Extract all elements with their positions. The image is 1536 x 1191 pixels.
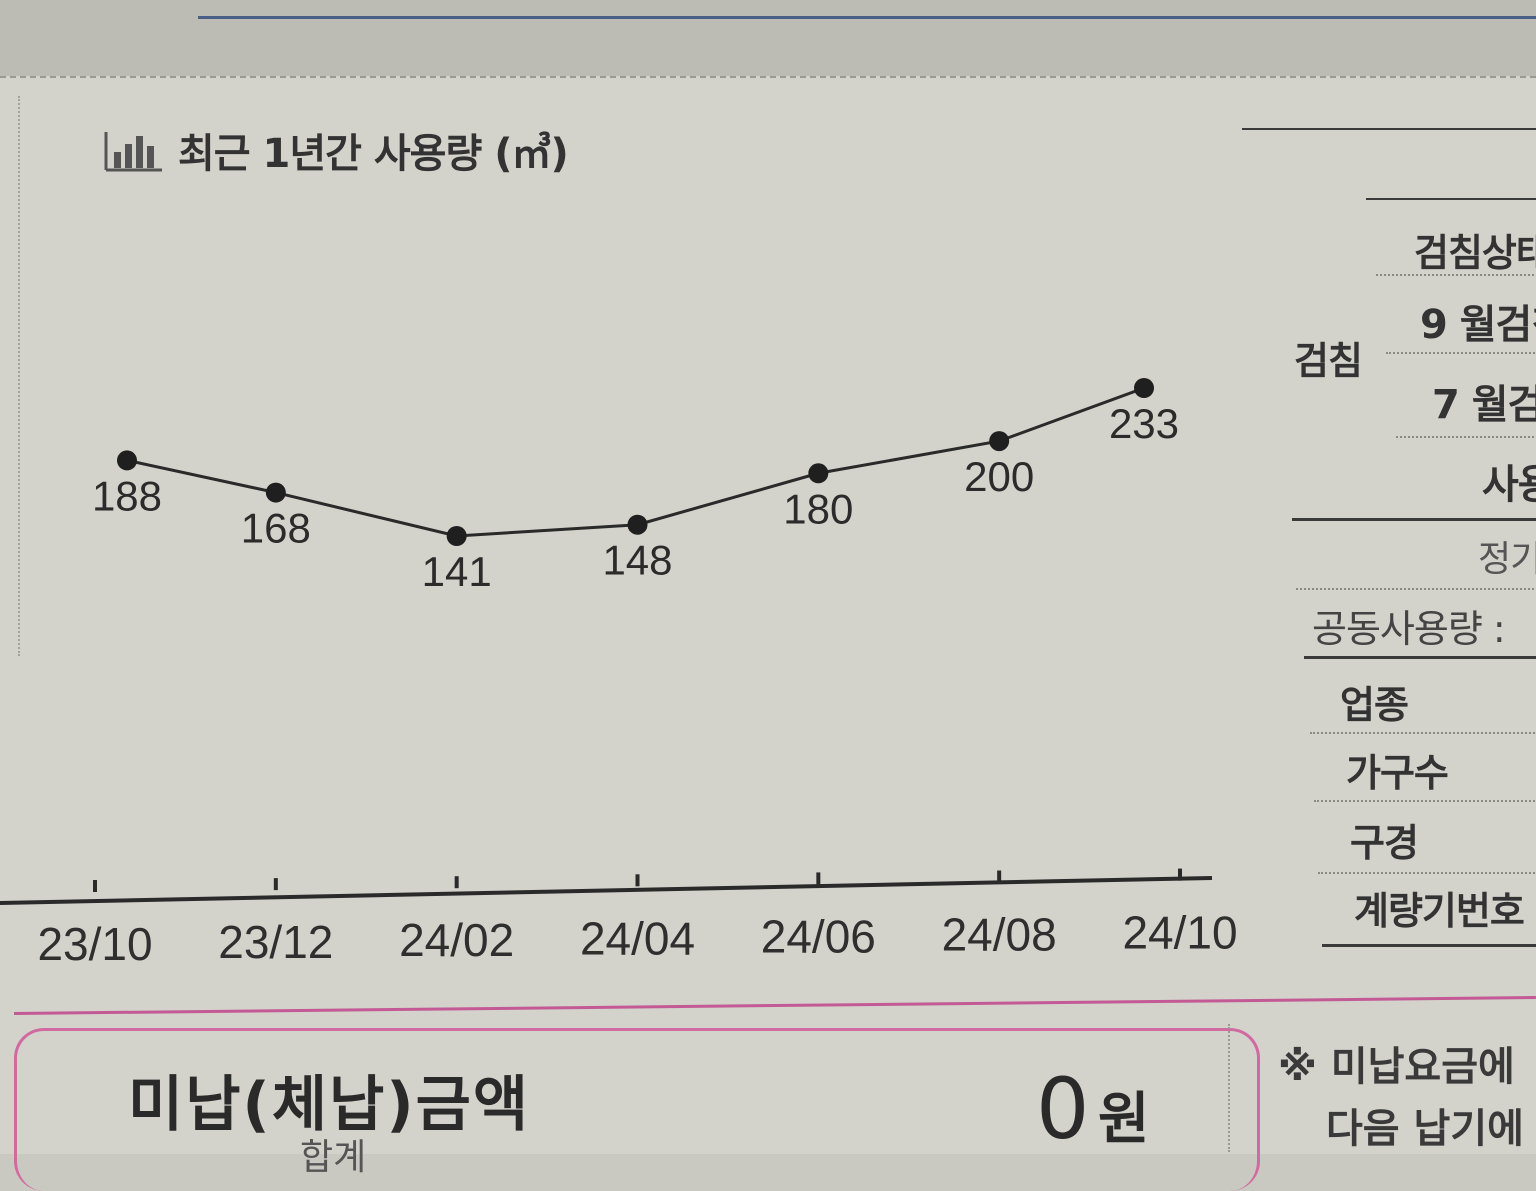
unpaid-amount-label: 미납(체납)금액 xyxy=(128,1070,531,1140)
panel-divider xyxy=(1314,800,1536,802)
panel-group-label: 검침 xyxy=(1294,339,1363,383)
panel-row-1: 9 월검침 xyxy=(1420,302,1536,348)
data-point xyxy=(1134,378,1154,398)
section-title: 최근 1년간 사용량 (㎥) xyxy=(178,131,569,177)
panel-divider xyxy=(1386,352,1536,354)
panel-section-rule xyxy=(1292,518,1536,521)
data-label: 200 xyxy=(964,453,1034,500)
bar-chart-icon xyxy=(104,132,162,172)
x-tick-label: 24/10 xyxy=(1122,907,1237,959)
data-point xyxy=(117,450,137,471)
panel-row-2: 7 월검 xyxy=(1432,382,1536,428)
data-point xyxy=(627,514,648,535)
x-tick-label: 24/02 xyxy=(399,914,514,966)
section-header: 최근 1년간 사용량 (㎥) xyxy=(102,120,569,180)
data-label: 233 xyxy=(1109,400,1179,447)
x-tick-label: 24/08 xyxy=(942,909,1057,961)
panel-divider xyxy=(1376,274,1536,276)
panel-divider xyxy=(1296,588,1536,590)
panel-divider xyxy=(1310,732,1536,734)
unpaid-total-label: 합계 xyxy=(300,1137,367,1178)
unpaid-note-line-1: ※ 미납요금에 xyxy=(1278,1044,1515,1090)
panel-section-rule xyxy=(1304,656,1536,659)
data-label: 168 xyxy=(241,505,311,552)
unpaid-amount-value: 0 xyxy=(1036,1060,1090,1158)
left-perforation xyxy=(18,96,20,656)
data-label: 141 xyxy=(422,548,492,595)
panel-header-rule xyxy=(1366,198,1536,200)
data-point xyxy=(808,463,829,484)
households-label: 가구수 xyxy=(1346,751,1449,795)
data-point xyxy=(446,526,467,546)
top-blue-rule xyxy=(198,16,1536,19)
industry-label: 업종 xyxy=(1340,683,1409,727)
bill-divider xyxy=(1228,1024,1230,1152)
data-label: 188 xyxy=(92,472,162,519)
unpaid-note-line-2: 다음 납기에 xyxy=(1326,1106,1524,1152)
caliber-label: 구경 xyxy=(1350,821,1419,865)
data-label: 180 xyxy=(783,485,853,532)
panel-header: 검침상태 xyxy=(1414,231,1536,275)
panel-divider xyxy=(1396,436,1536,438)
panel-bottom-rule xyxy=(1322,944,1536,947)
x-axis-line xyxy=(0,876,1213,905)
panel-divider xyxy=(1318,872,1536,874)
x-tick-label: 23/12 xyxy=(218,916,333,968)
meter-number-label: 계량기번호 xyxy=(1354,889,1525,933)
usage-line-chart: 23/10 23/12 24/02 24/04 24/06 24/08 24/10 188 16… xyxy=(0,378,1238,970)
data-label: 148 xyxy=(602,537,672,584)
panel-top-rule xyxy=(1242,128,1536,130)
unpaid-amount-unit: 원 xyxy=(1098,1087,1150,1152)
x-tick-label: 24/04 xyxy=(580,912,695,964)
panel-row-3: 사용 xyxy=(1482,462,1536,508)
x-tick-label: 24/06 xyxy=(761,910,876,962)
bill-paper xyxy=(0,76,1536,1154)
unpaid-amount-box xyxy=(14,1028,1260,1191)
top-strip xyxy=(0,0,1536,78)
data-point xyxy=(989,431,1010,452)
common-usage-label: 공동사용량 : xyxy=(1312,607,1506,651)
x-tick-label: 23/10 xyxy=(37,918,152,970)
data-point xyxy=(265,482,286,503)
panel-row-4: 정기 xyxy=(1478,539,1536,580)
